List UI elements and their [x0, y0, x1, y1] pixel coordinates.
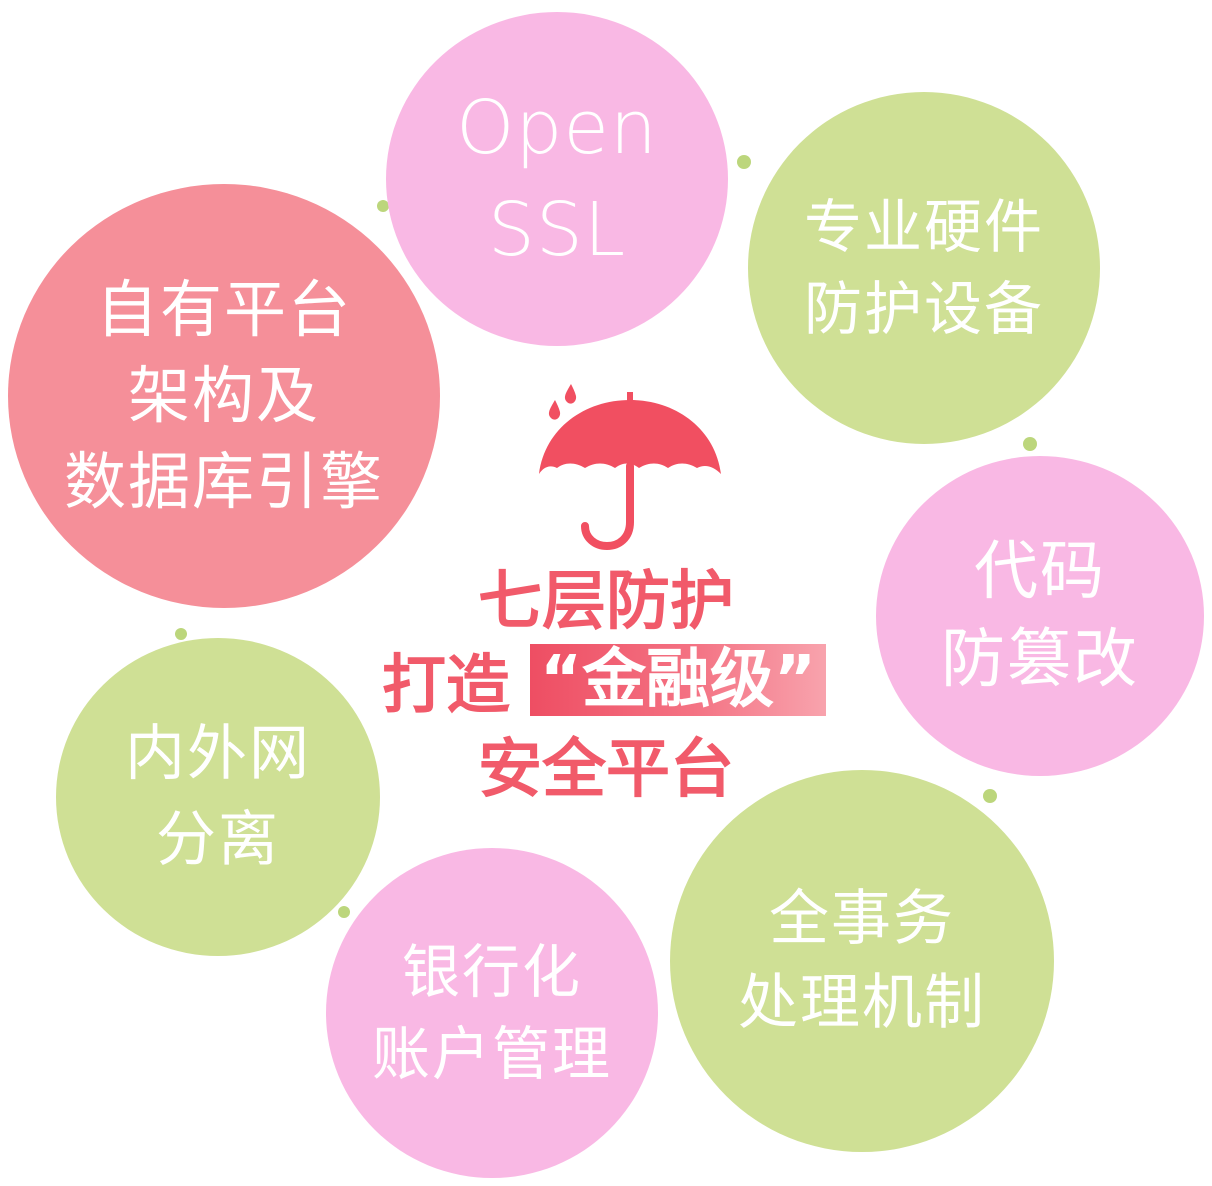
bubble-openssl-label: Open SSL — [456, 85, 658, 273]
bubble-openssl: Open SSL — [386, 12, 728, 346]
connector-dot — [338, 906, 350, 918]
slogan-line3: 安全平台 — [478, 733, 734, 807]
bubble-network-label: 内外网 分离 — [125, 719, 311, 875]
center-slogan: 七层防护 打造 “金融级” 安全平台 — [380, 382, 832, 807]
connector-dot — [175, 628, 187, 640]
bubble-platform-label: 自有平台 架构及 数据库引擎 — [63, 273, 384, 518]
slogan-highlight-badge: “金融级” — [530, 644, 827, 716]
connector-dot — [737, 155, 751, 169]
bubble-hardware-label: 专业硬件 防护设备 — [803, 193, 1044, 343]
bubble-code-tamper-proof: 代码 防篡改 — [876, 456, 1204, 776]
umbrella-icon — [539, 384, 721, 551]
bubble-bank-label: 银行化 账户管理 — [371, 938, 612, 1088]
slogan-line2: 打造 “金融级” — [380, 644, 832, 728]
slogan-line1: 七层防护 — [478, 565, 734, 639]
connector-dot — [377, 200, 389, 212]
bubble-network-separation: 内外网 分离 — [56, 638, 380, 956]
slogan-line2-prefix: 打造 — [382, 649, 510, 723]
bubble-transaction-label: 全事务 处理机制 — [738, 884, 986, 1038]
bubble-bank-account-management: 银行化 账户管理 — [326, 848, 658, 1178]
bubble-full-transaction: 全事务 处理机制 — [670, 770, 1054, 1152]
connector-dot — [983, 789, 997, 803]
bubble-hardware-protection: 专业硬件 防护设备 — [748, 92, 1100, 444]
connector-dot — [1023, 437, 1037, 451]
bubble-code-label: 代码 防篡改 — [941, 535, 1139, 697]
bubble-own-platform: 自有平台 架构及 数据库引擎 — [8, 184, 440, 608]
